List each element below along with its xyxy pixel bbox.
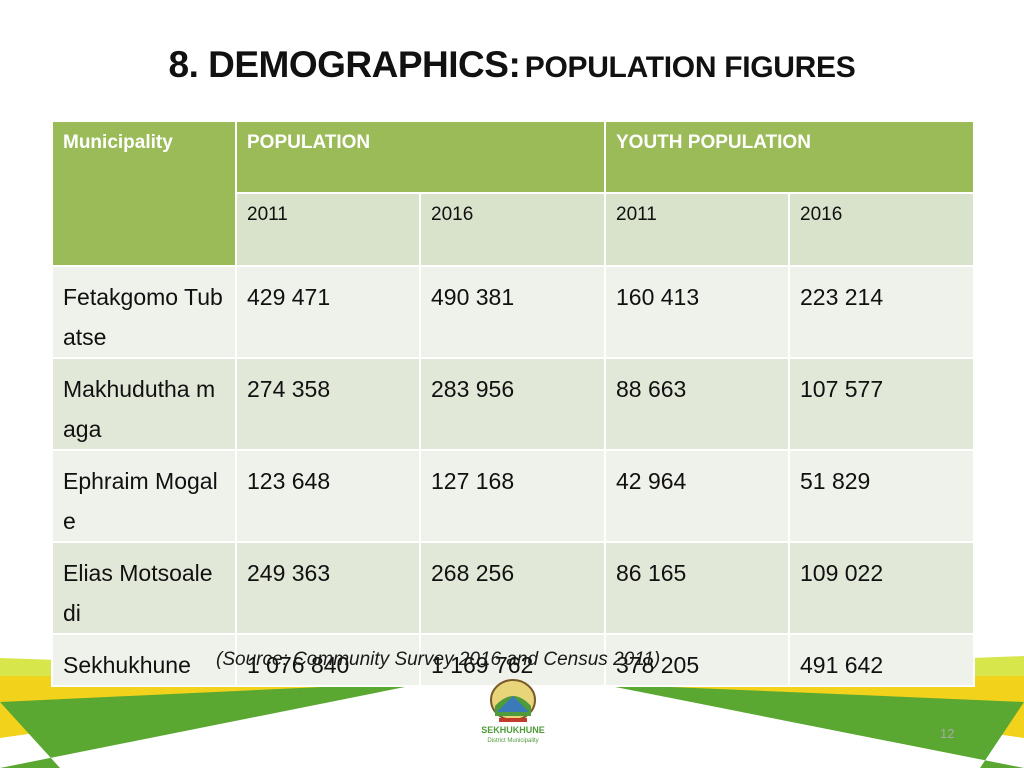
- header-year: 2011: [235, 192, 421, 267]
- table-row: Ephraim Mogale 123 648 127 168 42 964 51…: [51, 449, 975, 543]
- population-2011-cell: 429 471: [235, 265, 421, 359]
- municipality-cell: Makhudutha maga: [51, 357, 237, 451]
- population-2016-cell: 127 168: [419, 449, 606, 543]
- municipality-cell: Ephraim Mogale: [51, 449, 237, 543]
- table-row: Sekhukhune 1 076 840 1 169 762 378 205 4…: [51, 633, 975, 687]
- header-year: 2016: [788, 192, 975, 267]
- logo-text: SEKHUKHUNE: [481, 725, 545, 735]
- logo-subtext: District Municipality: [487, 738, 538, 744]
- municipality-cell: Fetakgomo Tubatse: [51, 265, 237, 359]
- table-row: Makhudutha maga 274 358 283 956 88 663 1…: [51, 357, 975, 451]
- youth-2016-cell: 491 642: [788, 633, 975, 687]
- population-2016-cell: 490 381: [419, 265, 606, 359]
- title-sub: POPULATION FIGURES: [524, 51, 856, 84]
- youth-2016-cell: 107 577: [788, 357, 975, 451]
- header-population: POPULATION: [235, 120, 606, 194]
- table-row: Elias Motsoaledi 249 363 268 256 86 165 …: [51, 541, 975, 635]
- youth-2016-cell: 109 022: [788, 541, 975, 635]
- youth-2016-cell: 51 829: [788, 449, 975, 543]
- population-2016-cell: 1 169 762: [419, 633, 606, 687]
- municipality-cell: Elias Motsoaledi: [51, 541, 237, 635]
- header-year: 2011: [604, 192, 790, 267]
- population-table: Municipality POPULATION YOUTH POPULATION…: [51, 120, 975, 687]
- youth-2011-cell: 378 205: [604, 633, 790, 687]
- header-municipality: Municipality: [51, 120, 237, 267]
- population-2011-cell: 1 076 840: [235, 633, 421, 687]
- slide-title: 8. DEMOGRAPHICS: POPULATION FIGURES: [0, 44, 1024, 86]
- youth-2011-cell: 86 165: [604, 541, 790, 635]
- table-row: Fetakgomo Tubatse 429 471 490 381 160 41…: [51, 265, 975, 359]
- youth-2016-cell: 223 214: [788, 265, 975, 359]
- population-2011-cell: 274 358: [235, 357, 421, 451]
- title-main: 8. DEMOGRAPHICS:: [168, 44, 521, 85]
- population-2011-cell: 123 648: [235, 449, 421, 543]
- header-year: 2016: [419, 192, 606, 267]
- page-number: 12: [940, 726, 955, 741]
- youth-2011-cell: 88 663: [604, 357, 790, 451]
- header-youth-population: YOUTH POPULATION: [604, 120, 975, 194]
- sekhukhune-logo: SEKHUKHUNE District Municipality: [481, 679, 545, 744]
- youth-2011-cell: 160 413: [604, 265, 790, 359]
- municipality-cell: Sekhukhune: [51, 633, 237, 687]
- population-2016-cell: 283 956: [419, 357, 606, 451]
- population-2011-cell: 249 363: [235, 541, 421, 635]
- population-2016-cell: 268 256: [419, 541, 606, 635]
- youth-2011-cell: 42 964: [604, 449, 790, 543]
- source-note: (Source: Community Survey 2016 and Censu…: [216, 649, 661, 670]
